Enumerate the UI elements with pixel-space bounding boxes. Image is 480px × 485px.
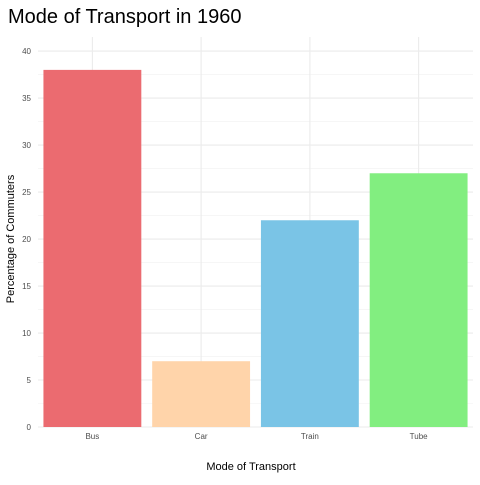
y-axis-label: Percentage of Commuters [5, 174, 17, 303]
x-axis-label: Mode of Transport [206, 461, 295, 473]
y-tick-label: 0 [27, 423, 32, 432]
y-tick-label: 40 [22, 47, 31, 56]
y-axis-ticks: 0 5 10 15 20 25 30 35 40 [22, 47, 31, 432]
y-tick-label: 5 [27, 376, 32, 385]
y-tick-label: 10 [22, 329, 31, 338]
bar-bus [43, 69, 142, 427]
x-tick-label-bus: Bus [85, 432, 99, 441]
x-tick-label-train: Train [301, 432, 319, 441]
y-tick-label: 15 [22, 282, 31, 291]
x-tick-label-car: Car [195, 432, 208, 441]
y-tick-label: 35 [22, 94, 31, 103]
y-tick-label: 20 [22, 235, 31, 244]
x-tick-label-tube: Tube [410, 432, 428, 441]
y-tick-label: 30 [22, 141, 31, 150]
bar-tube [369, 173, 468, 427]
bars [43, 69, 468, 427]
x-axis-ticks: Bus Car Train Tube [85, 432, 428, 441]
chart-title: Mode of Transport in 1960 [8, 6, 241, 28]
bar-car [152, 361, 251, 427]
bar-train [260, 220, 359, 427]
y-tick-label: 25 [22, 188, 31, 197]
